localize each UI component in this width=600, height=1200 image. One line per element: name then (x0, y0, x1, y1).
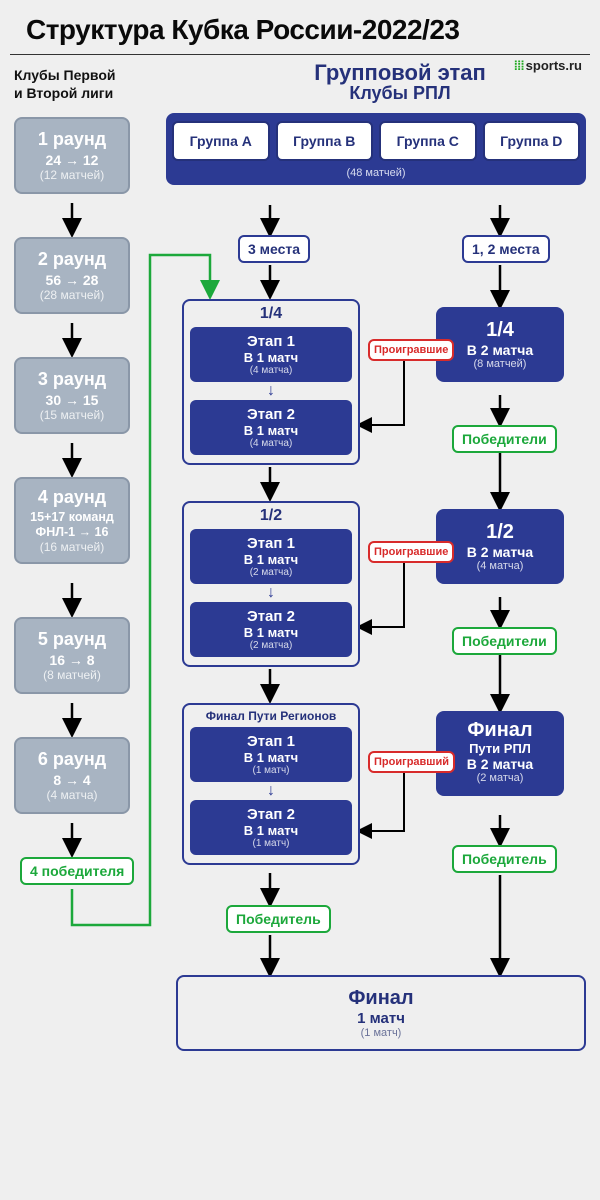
round-6: 6 раунд 8 → 4 (4 матча) (14, 737, 130, 814)
group-c: Группа C (379, 121, 477, 161)
stage-qf: 1/4 Этап 1 В 1 матч (4 матча) ↓ Этап 2 В… (182, 299, 360, 465)
left-winners-tag: 4 победителя (20, 857, 134, 885)
diagram: Клубы Первойи Второй лиги 1 раунд 24 → 1… (0, 55, 600, 1175)
grand-final: Финал 1 матч (1 матч) (176, 975, 586, 1051)
group-stage-header: Групповой этап Клубы РПЛ (260, 61, 540, 103)
round-2: 2 раунд 56 → 28 (28 матчей) (14, 237, 130, 314)
rpl-final: Финал Пути РПЛ В 2 матча (2 матча) (436, 711, 564, 796)
group-b: Группа B (276, 121, 374, 161)
tag-3-places: 3 места (238, 235, 310, 263)
rpl-sf: 1/2 В 2 матча (4 матча) (436, 509, 564, 584)
group-d: Группа D (483, 121, 581, 161)
page-title: Структура Кубка России-2022/23 (10, 0, 590, 55)
stage-final-regions: Финал Пути Регионов Этап 1 В 1 матч (1 м… (182, 703, 360, 865)
group-wrap: Группа A Группа B Группа C Группа D (48 … (166, 113, 586, 185)
losers-qf: Проигравшие (368, 339, 454, 361)
winners-sf: Победители (452, 627, 557, 655)
round-1: 1 раунд 24 → 12 (12 матчей) (14, 117, 130, 194)
round-3: 3 раунд 30 → 15 (15 матчей) (14, 357, 130, 434)
loser-final: Проигравший (368, 751, 455, 773)
rpl-qf: 1/4 В 2 матча (8 матчей) (436, 307, 564, 382)
winners-qf: Победители (452, 425, 557, 453)
regions-winner-tag: Победитель (226, 905, 331, 933)
group-a: Группа A (172, 121, 270, 161)
tag-12-places: 1, 2 места (462, 235, 550, 263)
losers-sf: Проигравшие (368, 541, 454, 563)
round-5: 5 раунд 16 → 8 (8 матчей) (14, 617, 130, 694)
stage-sf: 1/2 Этап 1 В 1 матч (2 матча) ↓ Этап 2 В… (182, 501, 360, 667)
left-header: Клубы Первойи Второй лиги (14, 67, 144, 102)
winner-final: Победитель (452, 845, 557, 873)
round-4: 4 раунд 15+17 команд ФНЛ-1 → 16 (16 матч… (14, 477, 130, 564)
